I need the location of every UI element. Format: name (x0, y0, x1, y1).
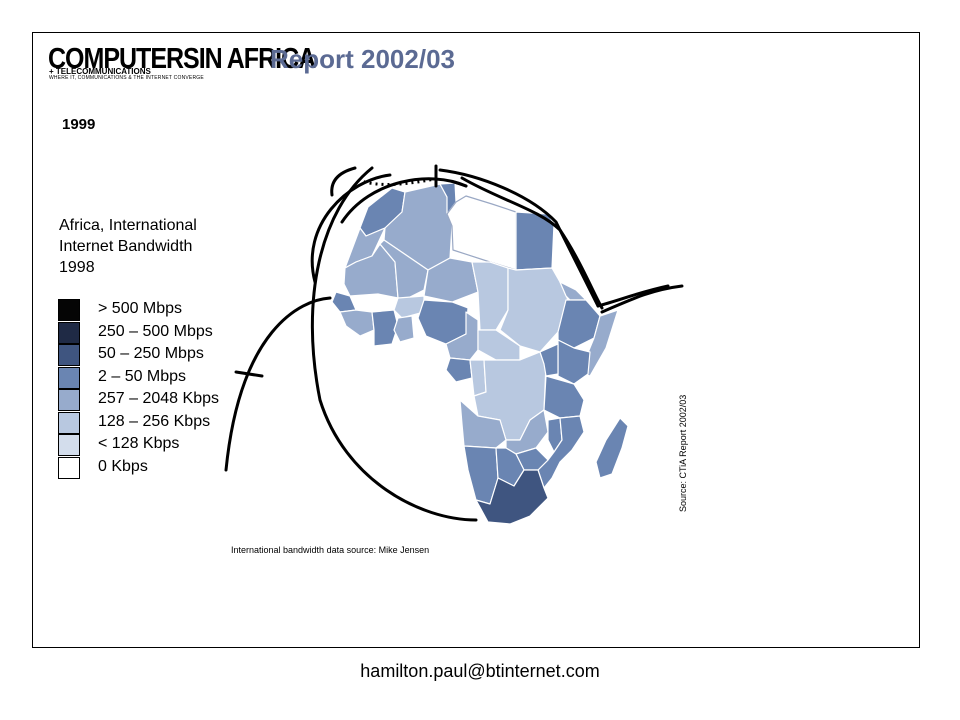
legend-swatch (58, 344, 80, 366)
legend-title-line: Africa, International (59, 217, 197, 234)
country-guinea (339, 309, 375, 337)
legend-title: Africa, International Internet Bandwidth… (59, 215, 259, 278)
legend-label: 250 – 500 Mbps (98, 322, 213, 340)
country-kenya (557, 339, 591, 385)
country-ghana (393, 315, 415, 343)
cable-lines (224, 164, 684, 522)
cable-west-africa-link (234, 370, 264, 378)
legend-label: 2 – 50 Mbps (98, 367, 187, 385)
logo-main-text: COMPUTERSIN AFRICA (48, 42, 316, 75)
country-tanzania (543, 375, 585, 419)
cable-tunisia-spur (452, 180, 468, 188)
cable-gulf-link (596, 284, 670, 308)
legend-label: > 500 Mbps (98, 300, 183, 317)
legend-swatch (58, 321, 80, 344)
country-egypt (515, 211, 555, 271)
country-burkina (393, 295, 425, 319)
logo-sub-text: + TELECOMMUNICATIONS (49, 67, 151, 76)
cable-atlantic-loop (310, 166, 478, 522)
footer-email: hamilton.paul@btinternet.com (360, 661, 600, 681)
cable-arabia-link (600, 284, 684, 314)
country-gabon (445, 357, 473, 383)
country-south-africa (475, 469, 549, 525)
cable-west-coast (224, 296, 332, 472)
legend-label: 257 – 2048 Kbps (98, 390, 219, 407)
country-angola (459, 399, 507, 449)
country-cote-divoire (371, 309, 399, 347)
legend-swatch (58, 299, 80, 321)
report-source: Source: CTiA Report 2002/03 (678, 394, 688, 512)
report-title: Report 2002/03 (270, 44, 455, 74)
legend-label: 50 – 250 Mbps (98, 345, 204, 362)
country-uganda (539, 343, 559, 377)
slide-frame (32, 32, 920, 648)
bandwidth-data-source: International bandwidth data source: Mik… (231, 545, 430, 555)
cable-north-loop (310, 173, 392, 284)
country-algeria (383, 183, 453, 271)
legend-swatch (58, 434, 80, 456)
legend-swatch (58, 389, 80, 411)
legend-swatch (58, 366, 80, 389)
cable-planned-dotted (357, 176, 441, 186)
cable-red-sea-inner (438, 168, 600, 308)
legend-label: < 128 Kbps (98, 435, 180, 452)
logo-tagline: WHERE IT, COMMUNICATIONS & THE INTERNET … (49, 75, 204, 81)
country-madagascar (595, 417, 629, 479)
country-chad (471, 261, 509, 331)
cable-mediterranean-west (330, 166, 357, 197)
year-label: 1999 (62, 116, 96, 133)
country-congo (469, 359, 487, 397)
legend-title-line: 1998 (59, 259, 95, 276)
legend-label: 0 Kbps (98, 457, 148, 475)
country-mozambique (537, 415, 585, 489)
legend-title-line: Internet Bandwidth (59, 238, 193, 255)
country-ethiopia (557, 299, 601, 349)
legend-swatch (58, 456, 80, 479)
legend-swatch (58, 411, 80, 434)
computers-in-africa-logo: COMPUTERSIN AFRICA + TELECOMMUNICATIONS … (48, 44, 316, 83)
legend-label: 128 – 256 Kbps (98, 412, 211, 430)
